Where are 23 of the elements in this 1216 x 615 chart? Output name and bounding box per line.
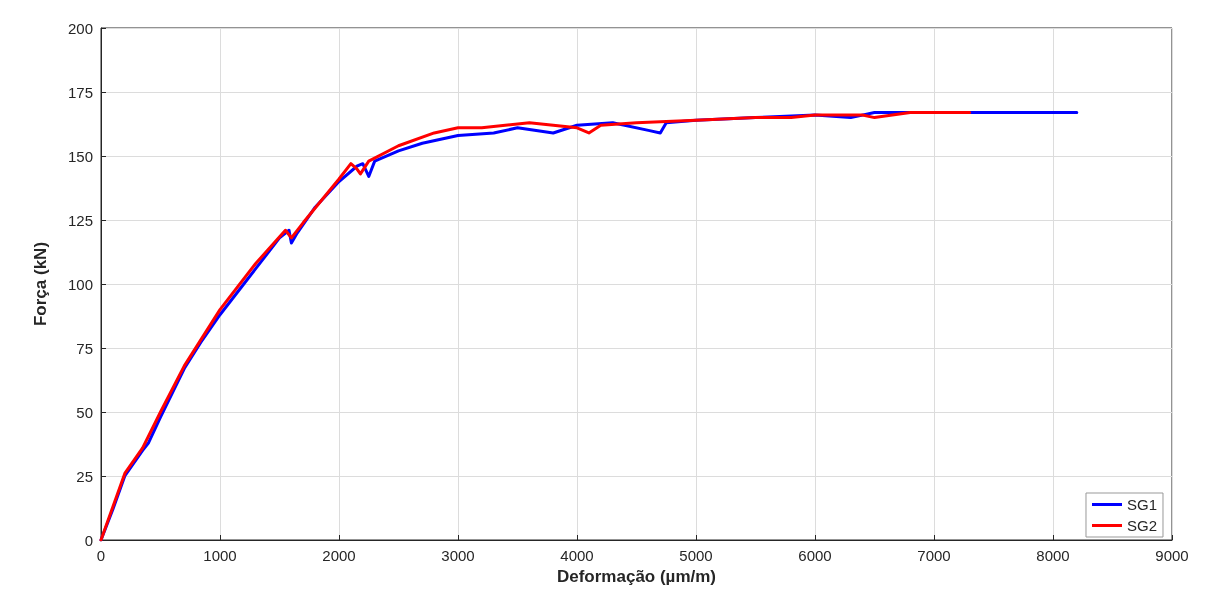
x-tick-label: 3000 — [441, 547, 475, 564]
y-tick-label: 75 — [76, 339, 93, 357]
y-tick-label: 175 — [67, 83, 93, 101]
y-tick-label: 200 — [67, 19, 93, 37]
x-tick-label: 8000 — [1036, 547, 1070, 564]
x-tick-label: 7000 — [917, 547, 951, 564]
legend-label: SG1 — [1126, 496, 1157, 513]
x-tick-label: 4000 — [560, 547, 594, 564]
y-tick-label: 25 — [76, 467, 93, 485]
x-tick-label: 1000 — [203, 547, 237, 564]
y-tick-label: 125 — [67, 211, 93, 229]
y-tick-label: 100 — [67, 275, 93, 293]
x-tick-label: 6000 — [798, 547, 832, 564]
x-tick-label: 2000 — [322, 547, 356, 564]
x-axis-title: Deformação (µm/m) — [556, 566, 717, 586]
legend-label: SG2 — [1126, 517, 1157, 534]
x-tick-label: 0 — [96, 547, 106, 564]
x-tick-label: 9000 — [1155, 547, 1189, 564]
y-tick-label: 50 — [76, 403, 93, 421]
y-tick-label: 0 — [84, 531, 93, 549]
x-tick-label: 5000 — [679, 547, 713, 564]
y-tick-label: 150 — [67, 147, 93, 165]
y-axis-title: Força (kN) — [31, 241, 50, 327]
